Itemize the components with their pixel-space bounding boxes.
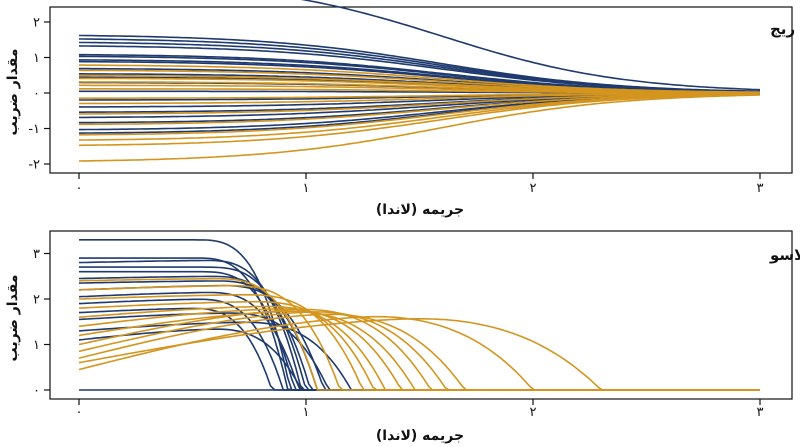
ridge-x-tick-label: ۰ — [76, 181, 83, 196]
ridge-series-line-navy — [300, 0, 761, 91]
lasso-series-line-gold — [78, 318, 760, 391]
ridge-x-tick-label: ۳ — [757, 181, 764, 196]
lasso-x-axis-label: جریمه (لاندا) — [376, 428, 464, 444]
ridge-y-axis-label: مقدار ضریب — [5, 49, 21, 136]
lasso-x-tick-label: ۰ — [76, 405, 83, 420]
lasso-x-tick-label: ۱ — [303, 405, 310, 420]
lasso-series-layer — [78, 239, 760, 391]
lasso-panel-title: تنظیم‌کننده لاسو — [769, 246, 800, 264]
ridge-y-tick-label: -۲ — [28, 158, 40, 173]
ridge-y-tick-label: ۱ — [33, 51, 40, 66]
lasso-x-tick-label: ۳ — [757, 405, 764, 420]
ridge-x-tick-label: ۲ — [530, 181, 537, 196]
lasso-y-tick-label: ۳ — [33, 247, 40, 262]
ridge-series-line-gold — [79, 88, 760, 94]
lasso-x-tick-label: ۲ — [530, 405, 537, 420]
ridge-series-line-gold — [78, 93, 761, 126]
lasso-y-axis-label: مقدار ضریب — [5, 275, 21, 362]
ridge-panel: ۰ ۱ ۲ ۳ -۲ -۱ ۰ ۱ ۲ تنظیم‌کننده ریج جریمه (لاندا… — [5, 0, 800, 218]
ridge-x-axis-label: جریمه (لاندا) — [376, 202, 464, 218]
ridge-series-line-gold — [78, 93, 760, 147]
ridge-series-line-gold — [78, 94, 761, 162]
ridge-y-tick-label: ۲ — [33, 16, 40, 31]
lasso-y-tick-label: ۰ — [33, 384, 40, 399]
ridge-series-layer — [78, 0, 761, 162]
ridge-y-tick-label: -۱ — [28, 122, 40, 137]
ridge-series-line-gold — [78, 92, 760, 105]
lasso-y-tick-label: ۲ — [33, 293, 40, 308]
ridge-panel-title: تنظیم‌کننده ریج — [770, 20, 800, 38]
ridge-series-line-gold — [79, 92, 761, 115]
ridge-ticks-layer: ۰ ۱ ۲ ۳ -۲ -۱ ۰ ۱ ۲ — [28, 16, 763, 197]
lasso-y-tick-label: ۱ — [33, 338, 40, 353]
lasso-ticks-layer: ۰ ۱ ۲ ۳ ۰ ۱ ۲ ۳ — [33, 247, 763, 420]
ridge-y-tick-label: ۰ — [33, 87, 40, 102]
ridge-x-tick-label: ۱ — [303, 181, 310, 196]
